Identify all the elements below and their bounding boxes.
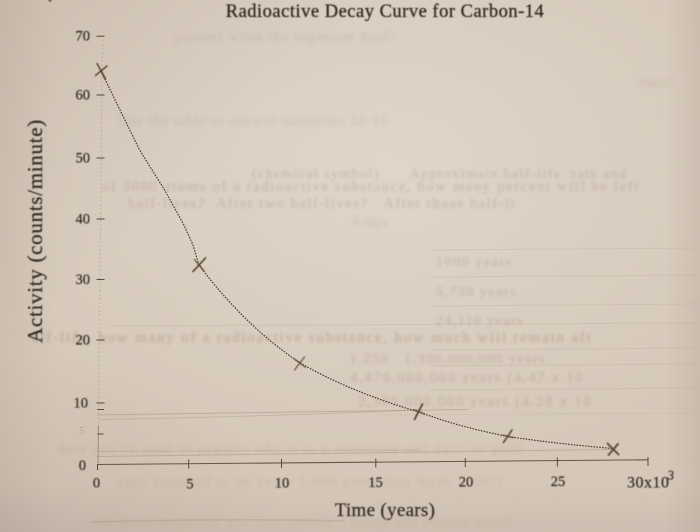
svg-text:15: 15 — [368, 475, 383, 491]
svg-text:0: 0 — [93, 476, 100, 492]
svg-text:60: 60 — [76, 88, 91, 104]
svg-text:20: 20 — [76, 333, 91, 349]
svg-text:25: 25 — [551, 474, 566, 490]
svg-text:20: 20 — [459, 475, 474, 491]
svg-text:0: 0 — [79, 458, 86, 474]
svg-text:40: 40 — [76, 212, 91, 228]
svg-text:5: 5 — [186, 477, 193, 493]
svg-text:10: 10 — [275, 476, 290, 492]
svg-text:50: 50 — [76, 151, 91, 167]
svg-text:10: 10 — [74, 396, 89, 412]
svg-text:70: 70 — [76, 29, 91, 45]
svg-text:5: 5 — [79, 425, 85, 437]
svg-text:30x10: 30x10 — [627, 475, 670, 492]
svg-text:Radioactive Decay Curve for Ca: Radioactive Decay Curve for Carbon-14 — [226, 2, 545, 22]
svg-text:Time (years): Time (years) — [335, 500, 436, 521]
svg-text:Activity (counts/minute): Activity (counts/minute) — [23, 119, 47, 343]
svg-text:30: 30 — [76, 272, 91, 288]
svg-text:3: 3 — [667, 467, 676, 483]
